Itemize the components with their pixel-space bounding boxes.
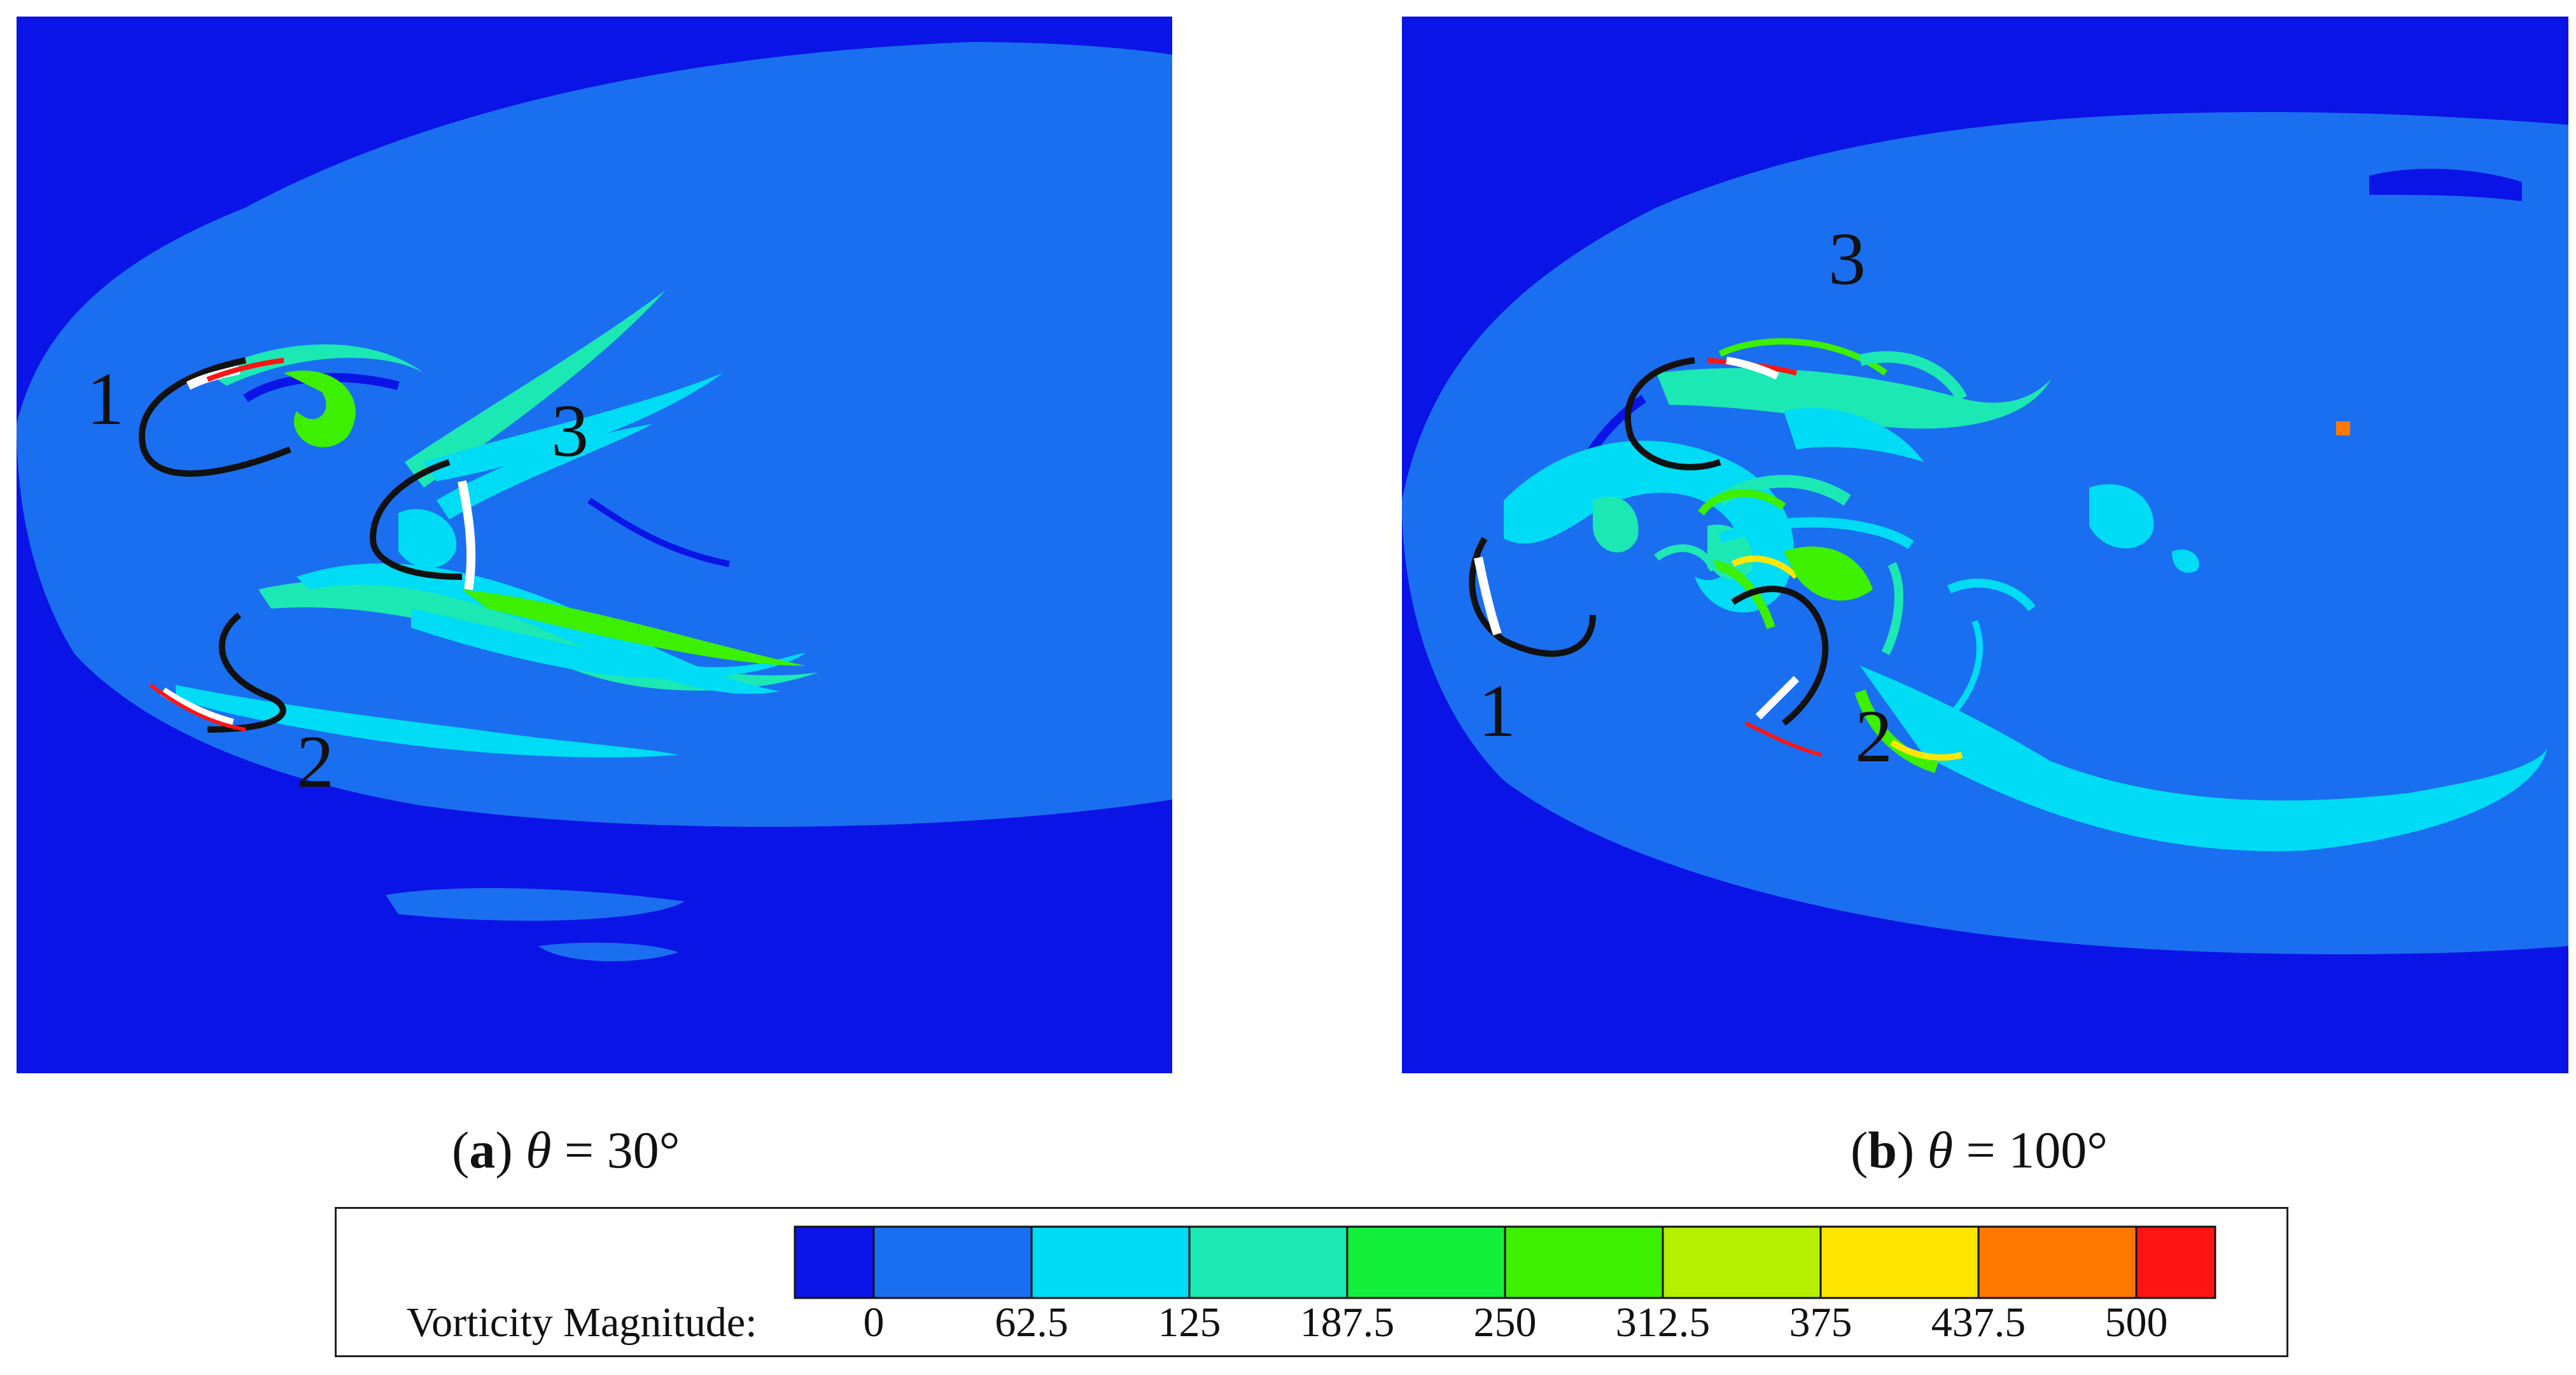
rotor-blade-tip	[458, 480, 476, 591]
vorticity-panel-a: 1 2 3	[17, 17, 1172, 1073]
colorbar-swatch	[1188, 1225, 1348, 1299]
rotor-blade-tip	[1755, 675, 1800, 720]
vortex-core	[2089, 484, 2154, 549]
wake-patch	[538, 942, 678, 961]
caption-letter: a	[469, 1121, 496, 1179]
caption-theta: θ	[526, 1121, 552, 1179]
caption-panel-a: (a) θ = 30°	[452, 1121, 680, 1179]
vortex-streak	[1947, 579, 2036, 612]
colorbar-swatch	[1346, 1225, 1506, 1299]
rotor-blade-tip	[1474, 556, 1502, 636]
vortex-streak	[437, 424, 653, 519]
colorbar-swatch	[1030, 1225, 1191, 1299]
colorbar-swatch	[2135, 1225, 2216, 1299]
colorbar-tick-label: 0	[864, 1299, 885, 1346]
rotor-blade-tip	[1726, 356, 1779, 380]
rotor-blade-tip	[160, 688, 234, 728]
wake-streak	[587, 497, 730, 567]
rotor-blade-1	[138, 357, 291, 477]
caption-panel-b: (b) θ = 100°	[1851, 1121, 2108, 1179]
vortex-streak	[1654, 544, 1718, 572]
colorbar-swatch	[1977, 1225, 2138, 1299]
colorbar-swatch	[1662, 1225, 1822, 1299]
rotor-blade-edge	[149, 683, 246, 731]
vortex-streak	[1860, 666, 2547, 852]
colorbar-legend: Vorticity Magnitude: 0 62.5 125 187.5 250 312…	[335, 1207, 2288, 1357]
rotor-label-1: 1	[87, 357, 124, 441]
wake-region	[1402, 112, 2568, 955]
vortex-core	[398, 509, 457, 568]
colorbar-swatch	[794, 1225, 875, 1299]
vortex-streak	[405, 290, 666, 488]
vortex-streak	[1784, 546, 1873, 601]
vortex-streak	[207, 344, 424, 386]
vortex-streak	[424, 373, 723, 481]
colorbar-tick-label: 62.5	[995, 1299, 1068, 1346]
rotor-blade-1	[1469, 537, 1596, 657]
rotor-label-2: 2	[297, 720, 334, 803]
vortex-streak	[1731, 555, 1799, 579]
vorticity-contour-b: 1 2 3	[1402, 112, 2568, 955]
caption-letter: b	[1868, 1121, 1897, 1179]
vortex-streak	[1890, 739, 1963, 761]
vortex-streak	[297, 563, 780, 694]
vortex-streak	[1718, 517, 1914, 549]
colorbar-tick-label: 437.5	[1931, 1299, 2026, 1346]
colorbar-tick-label: 187.5	[1300, 1299, 1395, 1346]
vortex-streak	[1593, 496, 1639, 553]
vortex-core	[2172, 549, 2199, 573]
vorticity-contour-a: 1 2 3	[17, 42, 1172, 961]
colorbar-swatch	[1504, 1225, 1664, 1299]
colorbar-title: Vorticity Magnitude:	[407, 1299, 757, 1346]
wake-patch	[386, 888, 685, 921]
colorbar-tick-label: 375	[1789, 1299, 1852, 1346]
colorbar-tick-label: 500	[2105, 1299, 2168, 1346]
colorbar: Vorticity Magnitude: 0 62.5 125 187.5 250 312…	[407, 1225, 2216, 1346]
rotor-label-2: 2	[1855, 695, 1893, 778]
colorbar-swatch	[872, 1225, 1033, 1299]
rotor-blade-3	[369, 459, 463, 580]
colorbar-tick-label: 312.5	[1616, 1299, 1711, 1346]
vortex-streak	[1858, 351, 1968, 402]
caption-value: = 100°	[1953, 1121, 2108, 1179]
colorbar-swatch	[1819, 1225, 1980, 1299]
rotor-blade-edge	[1744, 721, 1823, 757]
vortex-streak	[1698, 489, 1786, 516]
vortex-streak	[462, 589, 806, 666]
vortex-streak	[258, 579, 818, 691]
vortex-streak	[411, 609, 806, 679]
rotor-blade-2	[1731, 586, 1829, 726]
colorbar-tick-label: 250	[1474, 1299, 1537, 1346]
vortex-streak	[1504, 441, 1794, 613]
colorbar-swatches	[794, 1225, 2216, 1299]
colorbar-ticks: 0 62.5 125 187.5 250 312.5 375 437.5 500	[864, 1299, 2168, 1346]
rotor-label-1: 1	[1478, 669, 1516, 752]
caption-theta: θ	[1927, 1121, 1954, 1179]
vortex-streak	[1854, 689, 1938, 773]
vortex-streak	[1947, 620, 1983, 719]
rotor-label-3: 3	[1828, 217, 1866, 300]
vortex-streak	[1881, 561, 1903, 656]
caption-value: = 30°	[551, 1121, 680, 1179]
vortex-streak	[284, 370, 356, 448]
rotor-blade-2	[207, 612, 286, 733]
colorbar-tick-label: 125	[1158, 1299, 1221, 1346]
vortex-streak	[1784, 407, 1924, 462]
wake-streak	[2369, 169, 2522, 201]
rotor-label-3: 3	[551, 389, 589, 472]
rotor-blade-3	[1625, 357, 1721, 470]
vortex-marker	[2336, 421, 2350, 435]
rotor-blade-edge	[206, 358, 284, 382]
vorticity-panel-b: 1 2 3	[1402, 17, 2568, 1073]
vortex-streak	[1707, 560, 1775, 630]
vortex-streak	[1656, 368, 2051, 429]
